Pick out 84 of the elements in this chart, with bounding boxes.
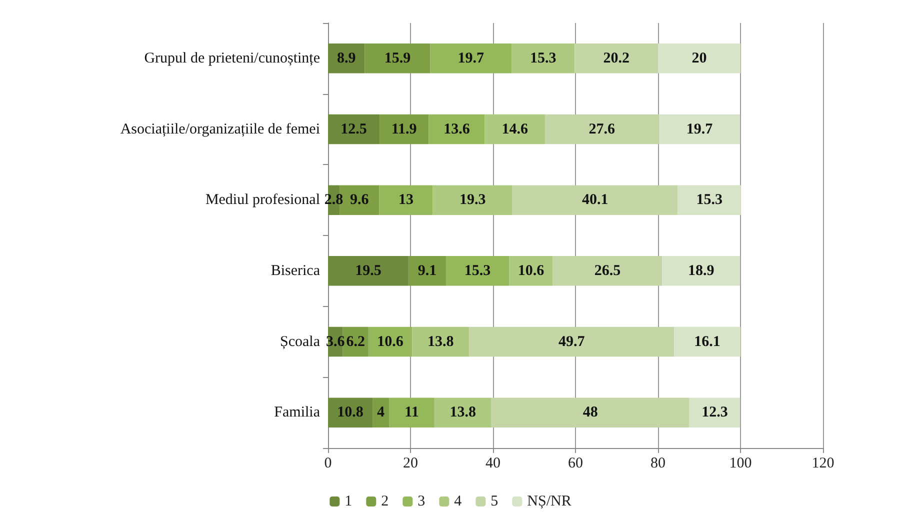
- bar: [434, 398, 492, 428]
- bar: [678, 185, 741, 215]
- x-tick-label: 120: [812, 456, 834, 472]
- bar: [364, 44, 430, 74]
- bar: [689, 398, 740, 428]
- bar: [428, 114, 485, 144]
- data-label: 40.1: [582, 192, 608, 208]
- data-label: 4: [377, 404, 386, 421]
- bar: [544, 114, 659, 144]
- data-label: 10.8: [337, 404, 364, 421]
- y-tick-label: Mediul profesional: [205, 192, 320, 208]
- data-label: 12.5: [340, 121, 367, 138]
- data-label: 26.5: [594, 262, 621, 279]
- data-label: 6.2: [346, 334, 366, 350]
- x-tick-label: 60: [568, 456, 583, 472]
- data-label: 49.7: [558, 334, 586, 350]
- data-label: 19.7: [458, 50, 485, 66]
- bar: [412, 326, 470, 357]
- data-label: 9.1: [418, 262, 437, 279]
- data-label: 19.3: [459, 192, 486, 208]
- bar: [446, 256, 510, 286]
- legend-label: 3: [418, 494, 426, 510]
- data-label: 13.6: [444, 121, 470, 138]
- y-tick-label: Grupul de prieteni/cunoștințe: [144, 50, 320, 66]
- data-label: 11.9: [391, 121, 417, 138]
- data-label: 18.9: [688, 262, 714, 279]
- bar: [552, 256, 662, 286]
- data-label: 15.3: [696, 192, 722, 208]
- bar: [432, 185, 512, 215]
- data-label: 13.8: [450, 404, 476, 421]
- bar: [469, 326, 674, 357]
- data-label: 20: [692, 50, 707, 66]
- legend-label: 1: [344, 494, 352, 510]
- data-label: 13.8: [427, 334, 454, 350]
- data-label: 8.9: [336, 50, 356, 66]
- bar: [509, 256, 553, 286]
- data-label: 27.6: [588, 121, 616, 138]
- data-label: 12.3: [702, 404, 728, 421]
- data-label: 11: [404, 404, 419, 421]
- bar: [408, 256, 446, 286]
- bar: [380, 114, 429, 144]
- bar: [491, 398, 690, 428]
- data-label: 19.5: [355, 262, 382, 279]
- legend-label: 4: [454, 494, 462, 510]
- data-label: 15.3: [530, 50, 556, 66]
- bar: [658, 114, 740, 144]
- bar: [512, 44, 575, 74]
- x-tick-label: 20: [403, 456, 418, 472]
- legend-label: NȘ/NR: [527, 494, 572, 510]
- x-tick-label: 0: [324, 456, 332, 472]
- bar: [574, 44, 658, 74]
- bar: [328, 398, 373, 428]
- y-tick-label: Familia: [274, 404, 320, 421]
- bar: [484, 114, 545, 144]
- legend-label: 2: [381, 494, 389, 510]
- bar: [379, 185, 433, 215]
- data-label: 14.6: [502, 121, 528, 138]
- data-label: 15.3: [464, 262, 491, 279]
- y-tick-label: Biserica: [270, 262, 320, 279]
- bar: [430, 44, 512, 74]
- data-label: 20.2: [603, 50, 630, 66]
- data-label: 10.6: [377, 334, 404, 350]
- data-label: 13: [398, 192, 414, 208]
- bar: [658, 44, 740, 74]
- x-tick-label: 100: [729, 456, 752, 472]
- data-label: 48: [582, 404, 598, 421]
- bar: [512, 185, 678, 215]
- data-label: 16.1: [694, 334, 720, 350]
- bar: [328, 44, 365, 74]
- y-tick-label: Asociațiile/organizațiile de femei: [120, 121, 320, 138]
- legend-label: 5: [490, 494, 498, 510]
- data-label: 9.6: [350, 192, 370, 208]
- bar: [328, 256, 408, 286]
- x-tick-label: 80: [650, 456, 666, 472]
- bar: [372, 398, 390, 428]
- bar: [662, 256, 740, 286]
- bar: [328, 114, 380, 144]
- y-tick-label: Școala: [280, 334, 320, 350]
- bar: [674, 326, 740, 357]
- data-label: 15.9: [384, 50, 411, 66]
- data-label: 19.7: [686, 121, 714, 138]
- x-tick-label: 40: [486, 456, 500, 472]
- data-label: 10.6: [518, 262, 545, 279]
- bar: [389, 398, 434, 428]
